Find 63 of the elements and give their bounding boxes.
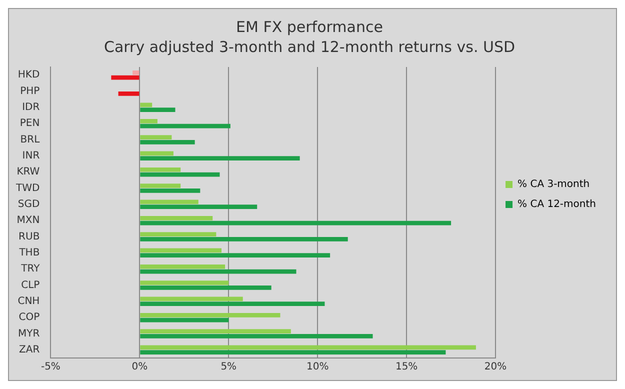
bar bbox=[140, 156, 300, 161]
y-tick-label: CLP bbox=[21, 280, 40, 291]
bar bbox=[140, 312, 280, 318]
x-tick-label: 20% bbox=[484, 362, 507, 373]
bar bbox=[140, 216, 213, 220]
bar bbox=[140, 184, 181, 188]
bar bbox=[140, 188, 200, 193]
bar bbox=[118, 91, 140, 96]
bar bbox=[140, 200, 198, 204]
bar bbox=[140, 220, 452, 226]
y-tick-label: CNH bbox=[18, 296, 40, 308]
bar bbox=[140, 253, 330, 258]
bar bbox=[140, 296, 243, 302]
bar bbox=[140, 232, 216, 237]
bar bbox=[140, 248, 222, 253]
y-tick-label: RUB bbox=[18, 231, 40, 242]
bar bbox=[140, 204, 258, 210]
y-tick-label: ZAR bbox=[19, 344, 40, 356]
y-tick-label: TRY bbox=[20, 264, 41, 275]
chart-title: EM FX performance bbox=[236, 18, 383, 36]
y-tick-label: THB bbox=[18, 248, 40, 259]
bar bbox=[140, 302, 325, 306]
bar bbox=[132, 70, 140, 75]
x-tick-label: -5% bbox=[40, 362, 60, 373]
legend-label: % CA 3-month bbox=[518, 179, 590, 190]
bar bbox=[140, 108, 176, 112]
y-tick-label: TWD bbox=[14, 182, 40, 194]
y-tick-label: COP bbox=[18, 312, 40, 324]
bar bbox=[111, 75, 140, 80]
bar bbox=[140, 334, 373, 338]
x-tick-label: 5% bbox=[220, 362, 237, 373]
y-tick-label: SGD bbox=[18, 199, 40, 210]
x-tick-label: 10% bbox=[306, 362, 329, 373]
bar bbox=[140, 269, 296, 274]
bar bbox=[140, 135, 172, 140]
y-tick-label: IDR bbox=[22, 102, 40, 114]
bar bbox=[140, 102, 152, 108]
y-tick-label: KRW bbox=[16, 166, 40, 178]
bar bbox=[140, 236, 348, 242]
bar bbox=[140, 151, 174, 156]
bar bbox=[140, 280, 229, 286]
bar bbox=[140, 167, 181, 172]
y-tick-label: INR bbox=[22, 150, 40, 162]
y-tick-label: HKD bbox=[18, 70, 40, 81]
y-tick-label: BRL bbox=[20, 134, 40, 146]
bar bbox=[140, 264, 226, 269]
x-tick-label: 0% bbox=[132, 362, 148, 373]
bar bbox=[140, 172, 220, 177]
y-tick-label: PHP bbox=[20, 86, 40, 97]
y-tick-label: MXN bbox=[16, 215, 40, 226]
x-tick-label: 15% bbox=[395, 362, 418, 373]
legend-label: % CA 12-month bbox=[518, 199, 596, 210]
bar bbox=[140, 350, 446, 355]
bar bbox=[140, 285, 272, 290]
y-tick-label: PEN bbox=[20, 118, 40, 130]
bar bbox=[140, 118, 158, 124]
bar bbox=[140, 318, 229, 322]
chart-subtitle: Carry adjusted 3-month and 12-month returns vs. USD bbox=[104, 38, 516, 56]
bar bbox=[140, 329, 291, 334]
bar bbox=[140, 140, 195, 144]
bar bbox=[140, 124, 230, 128]
bar bbox=[140, 345, 476, 350]
y-tick-label: MYR bbox=[18, 328, 40, 340]
